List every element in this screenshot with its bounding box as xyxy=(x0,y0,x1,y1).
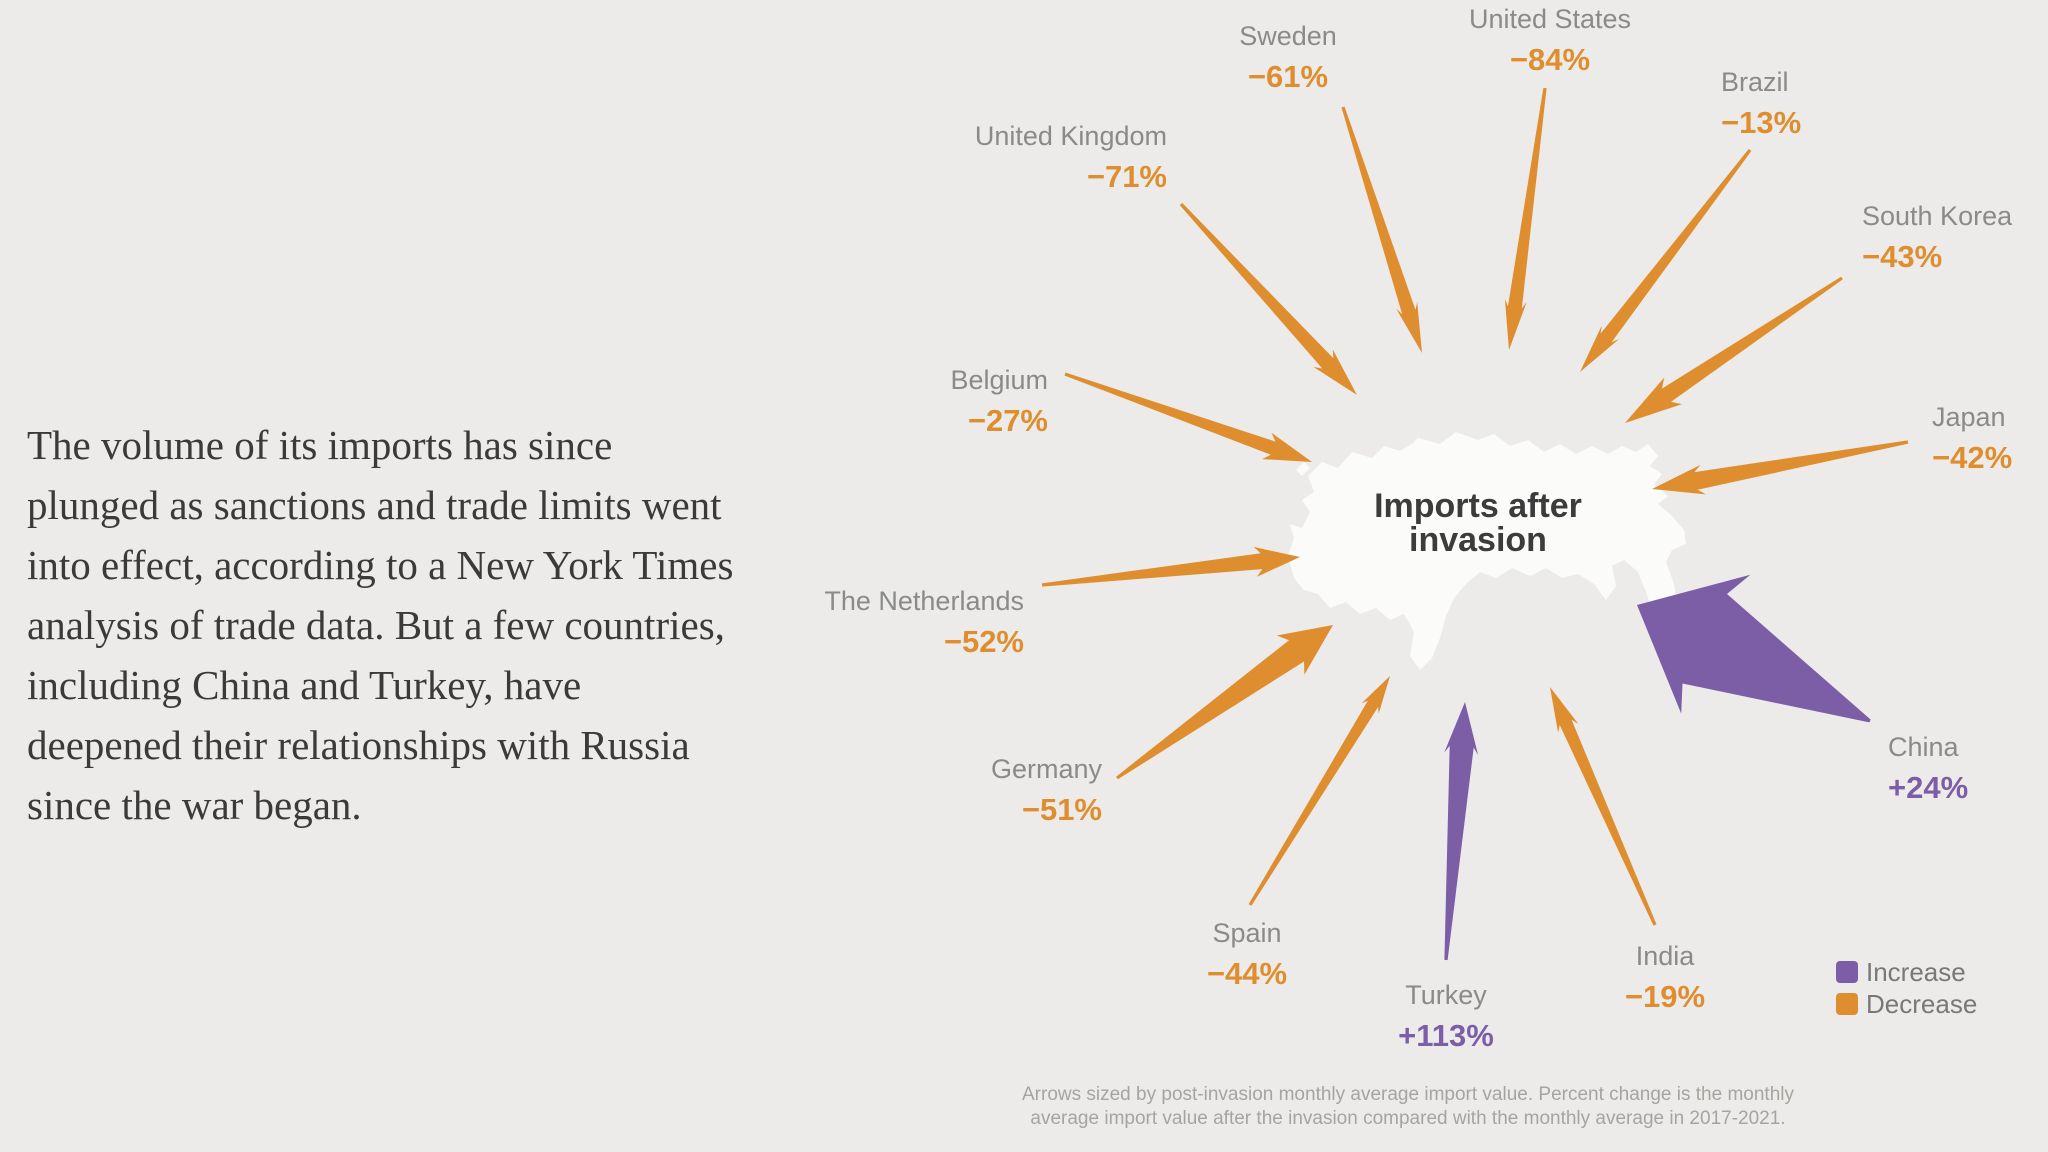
intro-line: since the war began. xyxy=(27,782,362,828)
arrow-south-korea xyxy=(1625,276,1843,423)
country-label-united-kingdom: United Kingdom −71% xyxy=(975,119,1167,194)
legend-label: Decrease xyxy=(1866,989,1978,1019)
country-value: −42% xyxy=(1932,440,2013,475)
chart-footnote: Arrows sized by post-invasion monthly av… xyxy=(1022,1083,1794,1131)
arrow-belgium xyxy=(1064,372,1312,462)
chart-center-title-line2: invasion xyxy=(1409,521,1547,559)
country-name: United States xyxy=(1468,4,1632,34)
intro-line: plunged as sanctions and trade limits we… xyxy=(27,482,722,528)
country-label-india: India −19% xyxy=(1625,939,1705,1014)
country-name: China xyxy=(1888,732,1959,762)
country-value: −51% xyxy=(1021,792,1102,827)
country-name: Brazil xyxy=(1721,67,1789,97)
country-label-south-korea: South Korea −43% xyxy=(1862,199,2012,274)
arrow-japan xyxy=(1652,440,1909,495)
country-label-germany: Germany −51% xyxy=(991,752,1102,827)
chart-footnote-line2: average import value after the invasion … xyxy=(1030,1108,1786,1129)
intro-line: The volume of its imports has since xyxy=(27,422,613,468)
country-value: −44% xyxy=(1206,956,1288,991)
chart-footnote-line1: Arrows sized by post-invasion monthly av… xyxy=(1022,1084,1794,1105)
arrow-sweden xyxy=(1341,106,1422,353)
country-name: The Netherlands xyxy=(824,586,1024,616)
arrow-india xyxy=(1550,687,1657,926)
country-value: −71% xyxy=(1086,159,1167,194)
country-label-spain: Spain −44% xyxy=(1207,916,1287,991)
legend: Increase Decrease xyxy=(1836,956,1977,1020)
country-value: +113% xyxy=(1398,1018,1494,1053)
country-value: −61% xyxy=(1247,59,1329,94)
chart-center-title: Imports after invasion xyxy=(1374,489,1582,557)
russia-map-silhouette xyxy=(1288,432,1686,670)
arrow-spain xyxy=(1248,676,1390,906)
intro-line: into effect, according to a New York Tim… xyxy=(27,542,734,588)
country-label-china: China +24% xyxy=(1888,730,1968,805)
map-fragment xyxy=(1296,462,1310,476)
country-name: Spain xyxy=(1212,918,1282,948)
legend-swatch-decrease xyxy=(1836,993,1858,1015)
country-name: Japan xyxy=(1932,402,2006,432)
country-label-the-netherlands: The Netherlands −52% xyxy=(824,584,1024,659)
country-label-turkey: Turkey +113% xyxy=(1398,978,1494,1053)
arrow-united-states xyxy=(1504,87,1547,351)
legend-swatch-increase xyxy=(1836,961,1858,983)
arrow-united-kingdom xyxy=(1179,202,1357,395)
arrow-germany xyxy=(1116,625,1333,780)
country-name: India xyxy=(1635,941,1695,971)
country-name: United Kingdom xyxy=(974,121,1167,151)
arrow-china xyxy=(1637,574,1871,723)
intro-line: deepened their relationships with Russia xyxy=(27,722,690,768)
country-name: Germany xyxy=(990,754,1102,784)
country-value: −52% xyxy=(943,624,1024,659)
country-name: Turkey xyxy=(1405,980,1487,1010)
legend-item-decrease: Decrease xyxy=(1836,988,1977,1020)
country-value: +24% xyxy=(1888,770,1969,805)
country-value: −84% xyxy=(1509,42,1591,77)
country-value: −43% xyxy=(1862,239,1943,274)
country-name: South Korea xyxy=(1862,201,2013,231)
arrow-the-netherlands xyxy=(1041,546,1300,587)
country-value: −19% xyxy=(1624,979,1706,1014)
legend-item-increase: Increase xyxy=(1836,956,1977,988)
country-label-brazil: Brazil −13% xyxy=(1721,65,1801,140)
intro-paragraph: The volume of its imports has since plung… xyxy=(27,415,733,835)
chart-center-title-line1: Imports after xyxy=(1374,487,1582,525)
country-label-japan: Japan −42% xyxy=(1932,400,2012,475)
legend-label: Increase xyxy=(1866,957,1966,987)
country-label-united-states: United States −84% xyxy=(1469,2,1631,77)
intro-line: including China and Turkey, have xyxy=(27,662,582,708)
arrow-turkey xyxy=(1444,702,1479,961)
country-value: −13% xyxy=(1721,105,1802,140)
country-label-belgium: Belgium −27% xyxy=(950,363,1048,438)
map-island xyxy=(1384,444,1418,470)
country-label-sweden: Sweden −61% xyxy=(1239,19,1337,94)
country-value: −27% xyxy=(967,403,1048,438)
country-name: Belgium xyxy=(950,365,1048,395)
country-name: Sweden xyxy=(1239,21,1337,51)
arrow-brazil xyxy=(1580,149,1752,372)
intro-line: analysis of trade data. But a few countr… xyxy=(27,602,725,648)
